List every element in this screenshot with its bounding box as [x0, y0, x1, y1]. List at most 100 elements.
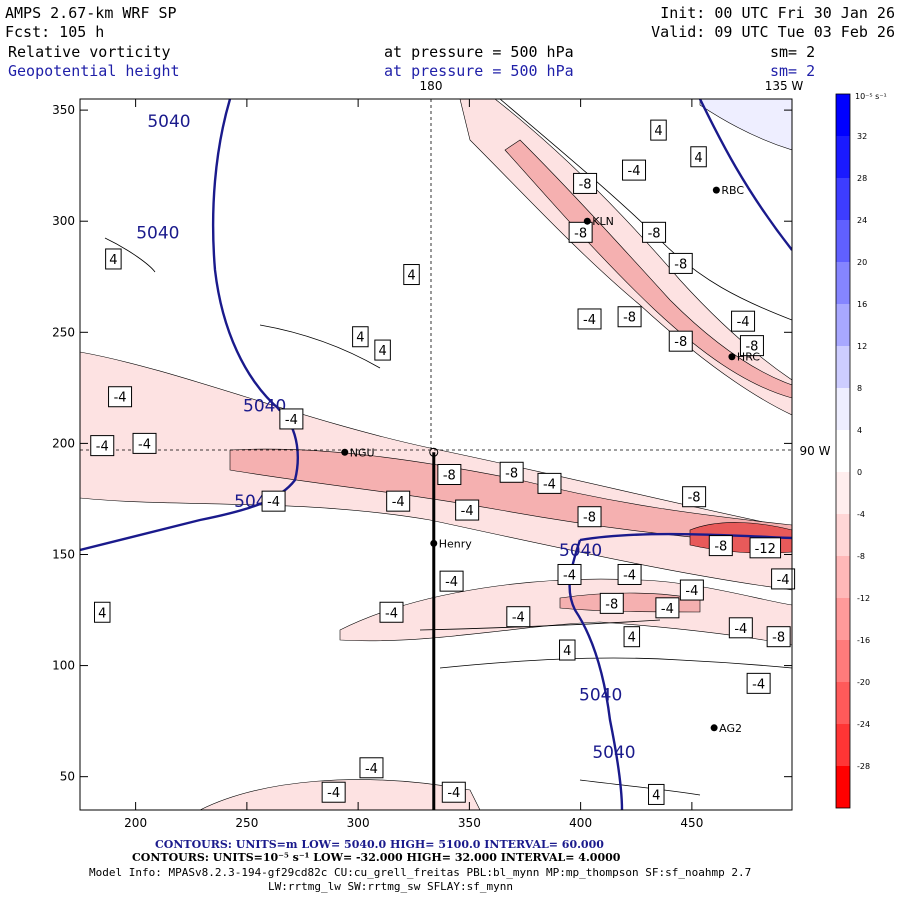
vorticity-label-box	[94, 601, 111, 623]
vorticity-label-box	[731, 310, 756, 332]
colorbar-unit: 10⁻⁵ s⁻¹	[855, 92, 887, 101]
vorticity-contour-label: -4	[557, 563, 582, 585]
station-marker	[583, 217, 591, 225]
vorticity-label-text: 4	[378, 344, 386, 359]
stations: NGU KLN RBC HRC Henry AG2	[341, 184, 760, 735]
vorticity-label-text: -4	[737, 315, 750, 330]
vorticity-contour-label: -12	[749, 537, 782, 559]
y-axis: 50 100 150 200 250 300 350	[52, 103, 792, 784]
vorticity-contour-label: 4	[94, 601, 111, 623]
pos-contour-5	[579, 779, 701, 796]
vort-core-ne	[504, 139, 792, 399]
vorticity-label-text: -4	[543, 477, 556, 492]
colorbar-tick-label: -12	[857, 594, 870, 603]
vorticity-label-box	[499, 461, 524, 483]
colorbar-tick-label: 16	[857, 300, 867, 309]
vorticity-label-text: -4	[447, 786, 460, 801]
vorticity-contour-label: 4	[403, 264, 420, 286]
vorticity-label-box	[105, 248, 122, 270]
vorticity-label-text: -4	[461, 504, 474, 519]
colorbar-segment	[836, 304, 850, 346]
field1-name: Relative vorticity	[8, 43, 171, 61]
vorticity-label-box	[617, 563, 642, 585]
footer-contours-vorticity: CONTOURS: UNITS=10⁻⁵ s⁻¹ LOW= -32.000 HI…	[132, 851, 621, 864]
vorticity-contour-label: -4	[617, 563, 642, 585]
footer-contours-height: CONTOURS: UNITS=m LOW= 5040.0 HIGH= 5100…	[155, 838, 604, 851]
vorticity-label-text: -4	[392, 495, 405, 510]
vorticity-label-box	[623, 626, 641, 648]
vorticity-label-box	[455, 499, 480, 521]
vorticity-label-box	[648, 783, 665, 805]
vorticity-contour-label: -8	[668, 252, 693, 274]
vorticity-contour-label: -8	[599, 592, 624, 614]
colorbar-segment	[836, 472, 850, 514]
field2-smoothing: sm= 2	[770, 62, 815, 80]
vorticity-contour-label: -4	[655, 597, 680, 619]
vorticity-label-text: -4	[685, 584, 698, 599]
vorticity-contour-label: -4	[321, 781, 346, 803]
lon-label-90w: 90 W	[800, 444, 831, 458]
vorticity-label-box	[682, 486, 707, 508]
vorticity-contour-label: -4	[132, 432, 157, 454]
y-tick-label: 50	[60, 770, 75, 784]
height-contour-label: 5040	[136, 223, 179, 243]
vorticity-label-box	[739, 335, 764, 357]
colorbar: 32 28 24 20 16 12 8 4 0 -4 -8 -12 -16 -20 -24 -28 10⁻⁵ s…	[835, 92, 887, 809]
colorbar-segment	[836, 220, 850, 262]
station-marker	[341, 448, 349, 456]
vorticity-label-text: -8	[688, 491, 701, 506]
vorticity-label-text: -4	[512, 611, 525, 626]
footer-model-info: Model Info: MPASv8.2.3-194-gf29cd82c CU:…	[89, 866, 751, 879]
vorticity-contour-label: -4	[386, 490, 411, 512]
vorticity-label-text: -4	[628, 164, 641, 179]
vorticity-label-box	[279, 408, 304, 430]
station-marker	[430, 539, 438, 547]
vorticity-label-box	[403, 264, 420, 286]
vorticity-label-text: -4	[777, 573, 790, 588]
height-contour-label: 5040	[559, 541, 602, 561]
vorticity-contour-label: -4	[506, 606, 531, 628]
vorticity-label-text: -4	[267, 495, 280, 510]
colorbar-segment	[836, 262, 850, 304]
vorticity-label-box	[690, 146, 707, 168]
colorbar-segment	[836, 94, 850, 136]
field1-level: at pressure = 500 hPa	[384, 43, 574, 61]
field2-level: at pressure = 500 hPa	[384, 62, 574, 80]
vorticity-label-box	[668, 330, 693, 352]
y-tick-label: 150	[52, 547, 75, 561]
colorbar-segment	[836, 388, 850, 430]
vorticity-label-box	[708, 535, 733, 557]
vorticity-label-text: 4	[98, 606, 106, 621]
x-tick-label: 300	[347, 816, 370, 830]
vorticity-contour-label: -4	[679, 579, 704, 601]
vorticity-label-box	[655, 597, 680, 619]
vorticity-label-box	[573, 172, 598, 194]
x-tick-label: 250	[235, 816, 258, 830]
lon-label-180: 180	[420, 79, 443, 93]
x-tick-label: 400	[569, 816, 592, 830]
colorbar-tick-label: -24	[857, 720, 870, 729]
vorticity-label-box	[559, 639, 576, 661]
vorticity-contour-label: -4	[90, 435, 115, 457]
x-tick-label: 450	[680, 816, 703, 830]
station-name: HRC	[737, 351, 760, 364]
vorticity-contour-label: 4	[352, 326, 369, 348]
vorticity-contour-label: -4	[279, 408, 304, 430]
vorticity-label-box	[90, 435, 115, 457]
vorticity-contour-label: -8	[577, 506, 602, 528]
vorticity-label-box	[650, 119, 667, 141]
vorticity-label-box	[622, 159, 647, 181]
pos-contour-4	[439, 657, 792, 669]
vorticity-label-box	[568, 221, 593, 243]
station-marker	[728, 353, 736, 361]
vorticity-contour-label: -4	[108, 386, 133, 408]
colorbar-tick-label: 28	[857, 174, 867, 183]
pos-contour-3	[419, 619, 661, 631]
vorticity-label-text: -4	[365, 762, 378, 777]
colorbar-segment	[836, 178, 850, 220]
vorticity-label-text: -4	[327, 786, 340, 801]
vorticity-label-box	[728, 617, 753, 639]
colorbar-segment	[836, 136, 850, 178]
colorbar-tick-label: 32	[857, 132, 867, 141]
